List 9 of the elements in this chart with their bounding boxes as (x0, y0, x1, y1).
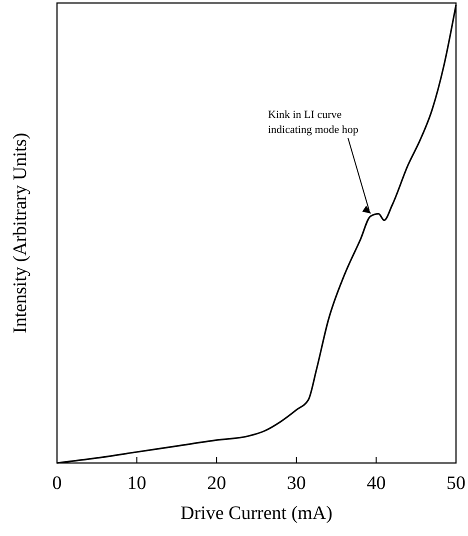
x-tick-label: 50 (446, 473, 466, 494)
y-axis-title: Intensity (Arbitrary Units) (10, 132, 31, 334)
x-tick-label: 0 (52, 473, 62, 494)
x-axis-title: Drive Current (mA) (180, 503, 332, 524)
x-tick-label: 20 (207, 473, 226, 494)
x-tick-label: 40 (366, 473, 386, 494)
annotation: Kink in LI curve indicating mode hop (268, 109, 359, 136)
x-tick-label: 10 (127, 473, 146, 494)
x-tick-label: 30 (286, 473, 306, 494)
